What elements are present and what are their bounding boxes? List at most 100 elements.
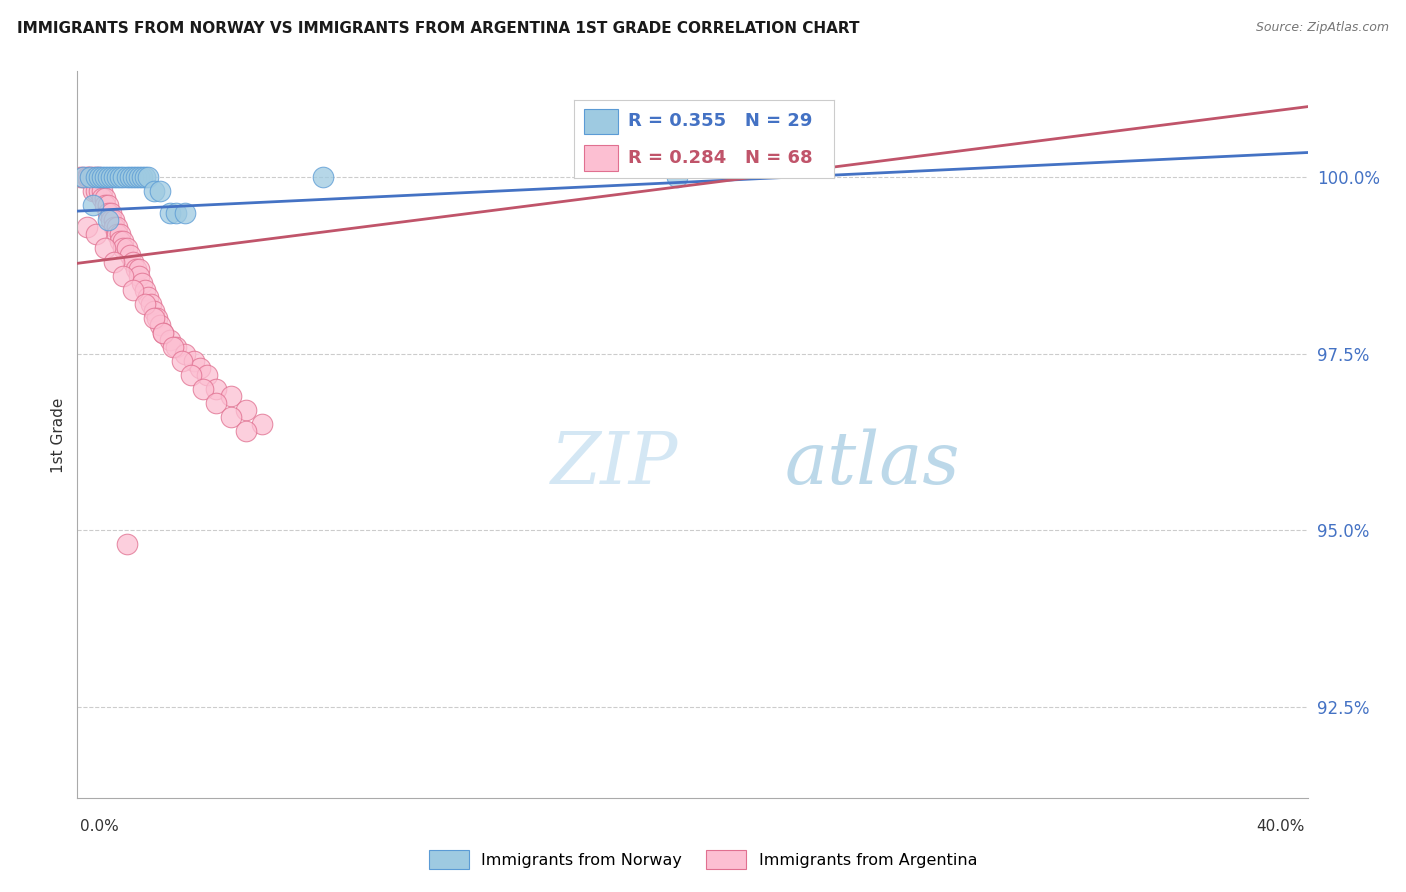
Point [235,403,257,417]
Point [112,241,135,255]
Point [134,283,156,297]
Bar [583,109,617,135]
Point [174,205,197,219]
Point [97,212,120,227]
Point [82,185,104,199]
Point [141,297,163,311]
Point [128,268,150,283]
Point [183,353,205,368]
Point [136,290,159,304]
Point [146,311,169,326]
Point [100,205,122,219]
Point [110,227,132,241]
Bar [583,145,617,171]
Point [134,170,156,185]
Point [128,170,150,185]
Point [103,170,125,185]
Point [125,262,148,277]
Point [97,198,120,212]
Point [77,170,100,185]
Point [94,170,117,185]
Point [103,219,125,234]
Point [90,170,114,185]
Point [134,297,156,311]
Point [76,170,98,185]
Point [190,360,212,375]
Text: ZIP: ZIP [551,429,678,500]
Legend: Immigrants from Norway, Immigrants from Argentina: Immigrants from Norway, Immigrants from … [422,844,984,875]
Point [174,347,197,361]
Point [131,170,153,185]
Point [110,234,132,248]
Point [79,170,101,185]
Y-axis label: 1st Grade: 1st Grade [51,397,66,473]
Point [79,170,101,185]
Point [204,396,226,410]
Point [87,170,110,185]
Point [103,212,125,227]
Point [204,382,226,396]
Point [136,170,159,185]
Point [121,170,143,185]
Point [94,241,117,255]
Point [90,185,114,199]
Point [112,268,135,283]
Point [666,170,689,185]
Text: Source: ZipAtlas.com: Source: ZipAtlas.com [1256,21,1389,34]
Text: 0.0%: 0.0% [80,819,120,834]
Point [165,205,187,219]
Point [103,255,125,269]
Text: IMMIGRANTS FROM NORWAY VS IMMIGRANTS FROM ARGENTINA 1ST GRADE CORRELATION CHART: IMMIGRANTS FROM NORWAY VS IMMIGRANTS FRO… [17,21,859,36]
Point [152,326,174,340]
Text: R = 0.355   N = 29: R = 0.355 N = 29 [628,112,813,130]
Point [82,170,104,185]
Text: atlas: atlas [785,429,960,500]
Point [235,425,257,439]
Text: R = 0.284   N = 68: R = 0.284 N = 68 [628,149,813,167]
Point [149,318,172,333]
Point [131,276,153,290]
Point [72,170,94,185]
Point [100,170,122,185]
Point [110,170,132,185]
Point [152,326,174,340]
Point [118,248,141,262]
Point [82,198,104,212]
Point [97,170,120,185]
Point [76,219,98,234]
Point [112,170,135,185]
Point [87,170,110,185]
Point [159,205,181,219]
Point [170,353,193,368]
Point [118,170,141,185]
Point [105,219,128,234]
Point [105,227,128,241]
Point [84,170,107,185]
Point [149,185,172,199]
Point [250,417,273,432]
Point [105,170,128,185]
Point [94,191,117,205]
Point [143,304,166,318]
Point [143,311,166,326]
Point [159,333,181,347]
Point [115,241,138,255]
Point [84,185,107,199]
Point [87,185,110,199]
Point [162,340,184,354]
Text: 40.0%: 40.0% [1257,819,1305,834]
Point [100,212,122,227]
Point [94,198,117,212]
Point [121,255,143,269]
Point [180,368,202,382]
Point [112,234,135,248]
Point [97,205,120,219]
Point [84,227,107,241]
Point [115,537,138,551]
Point [115,170,138,185]
Point [195,368,218,382]
Point [125,170,148,185]
Point [143,185,166,199]
Point [312,170,335,185]
Point [219,389,242,403]
